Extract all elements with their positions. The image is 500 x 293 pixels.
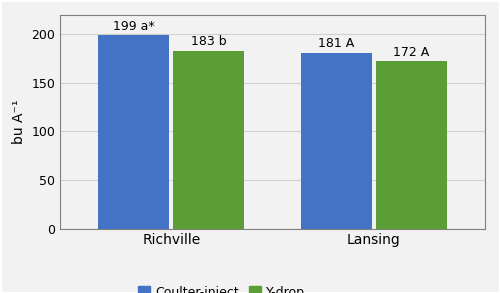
Bar (301, 52, 372, 229)
Y-axis label: bu A⁻¹: bu A⁻¹ (12, 99, 26, 144)
Text: 172 A: 172 A (393, 46, 430, 59)
Text: 181 A: 181 A (318, 37, 354, 50)
Bar (174, 51, 244, 229)
Legend: Coulter-inject, Y-drop: Coulter-inject, Y-drop (132, 281, 310, 293)
Bar (376, 61, 446, 229)
Text: 199 a*: 199 a* (113, 20, 154, 33)
Bar (98, 35, 170, 229)
Text: 183 b: 183 b (191, 35, 226, 48)
